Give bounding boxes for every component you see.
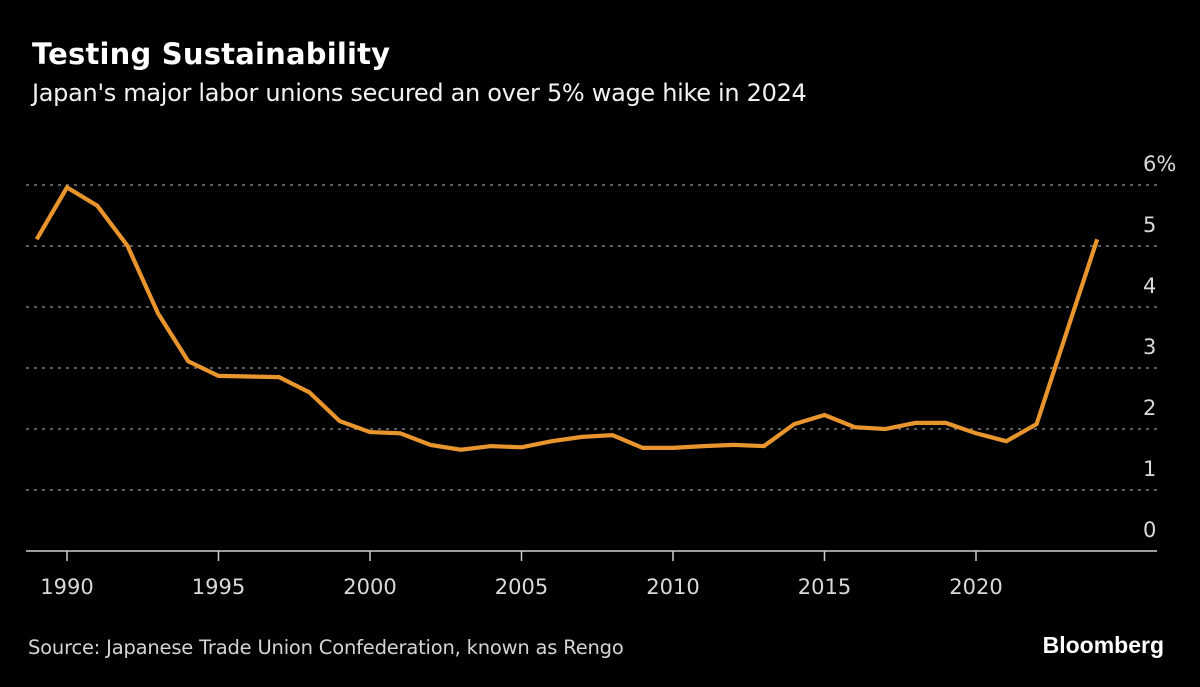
x-tick-label: 2010 (646, 575, 699, 599)
series-layer (34, 184, 1100, 452)
y-axis-labels: 0 1 2 3 4 5 6% (1143, 152, 1176, 542)
y-tick-label: 2 (1143, 396, 1156, 420)
x-tick-label: 2015 (798, 575, 851, 599)
y-tick-label: 0 (1143, 518, 1156, 542)
x-tick-label: 2005 (495, 575, 548, 599)
chart-subtitle: Japan's major labor unions secured an ov… (32, 79, 807, 107)
y-tick-label: 4 (1143, 274, 1156, 298)
gridlines (26, 184, 1157, 491)
x-tick-label: 1990 (40, 575, 93, 599)
y-tick-label: 6% (1143, 152, 1176, 176)
y-tick-label: 3 (1143, 335, 1156, 359)
series-line (34, 184, 1100, 452)
chart-title: Testing Sustainability (32, 37, 391, 71)
x-axis: 1990 1995 2000 2005 2010 2015 2020 (26, 550, 1157, 599)
x-tick-label: 2000 (343, 575, 396, 599)
y-tick-label: 5 (1143, 213, 1156, 237)
bloomberg-logo: Bloomberg (1042, 632, 1164, 658)
source-note: Source: Japanese Trade Union Confederati… (28, 636, 624, 659)
y-tick-label: 1 (1143, 457, 1156, 481)
x-tick-label: 1995 (192, 575, 245, 599)
x-tick-label: 2020 (949, 575, 1002, 599)
